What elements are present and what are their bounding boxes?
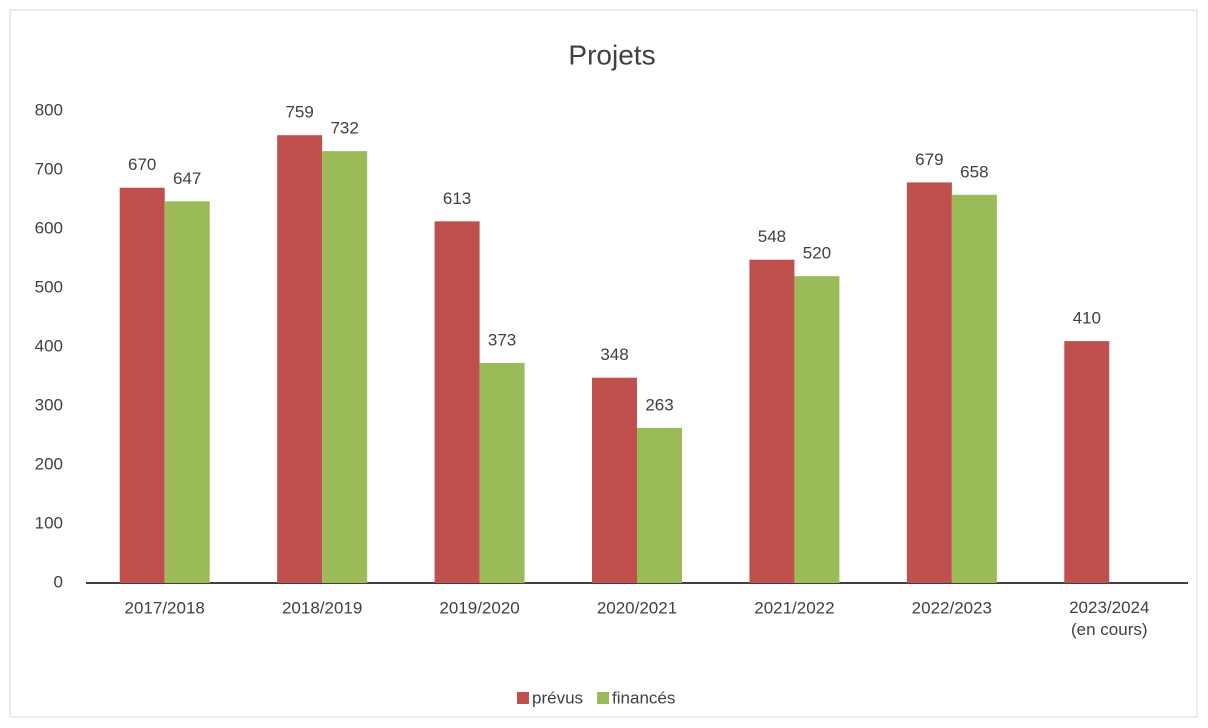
- y-tick-label: 0: [54, 572, 63, 591]
- y-tick-label: 700: [35, 159, 63, 178]
- y-tick-label: 100: [35, 513, 63, 532]
- bar: [479, 362, 525, 583]
- y-tick-label: 800: [35, 100, 63, 119]
- y-tick-label: 600: [35, 218, 63, 237]
- value-label: 373: [488, 330, 516, 349]
- bar: [592, 377, 637, 583]
- chart-title: Projets: [568, 39, 655, 70]
- bar: [1064, 341, 1110, 583]
- legend-swatch: [517, 692, 529, 704]
- bar: [434, 221, 480, 583]
- x-tick-label: 2022/2023: [912, 598, 992, 617]
- value-label: 548: [758, 227, 786, 246]
- value-label: 613: [443, 189, 471, 208]
- value-label: 759: [285, 103, 313, 122]
- legend-label: prévus: [532, 688, 583, 707]
- value-label: 520: [803, 244, 831, 263]
- x-tick-label: 2023/2024 (en cours): [1069, 598, 1149, 639]
- bar: [951, 194, 997, 583]
- y-tick-label: 400: [35, 336, 63, 355]
- value-label: 647: [173, 169, 201, 188]
- x-tick-label: 2021/2022: [754, 598, 834, 617]
- value-label: 670: [128, 155, 156, 174]
- y-tick-label: 300: [35, 395, 63, 414]
- bar: [749, 259, 795, 583]
- y-tick-label: 200: [35, 454, 63, 473]
- legend-swatch: [597, 692, 610, 704]
- x-tick-label: 2019/2020: [439, 598, 519, 617]
- value-label: 263: [645, 395, 673, 414]
- value-label: 679: [915, 150, 943, 169]
- x-tick-label: 2017/2018: [125, 598, 205, 617]
- bar: [277, 135, 323, 583]
- bar: [906, 182, 952, 583]
- bar: [164, 201, 210, 583]
- value-label: 658: [960, 162, 988, 181]
- x-tick-label: 2020/2021: [597, 598, 677, 617]
- value-label: 732: [330, 119, 358, 138]
- value-label: 410: [1073, 309, 1101, 328]
- x-tick-label: 2018/2019: [282, 598, 362, 617]
- legend-label: financés: [612, 688, 675, 707]
- y-tick-label: 500: [35, 277, 63, 296]
- bar: [637, 427, 682, 583]
- value-label: 348: [600, 345, 628, 364]
- bar: [794, 276, 840, 583]
- bar: [119, 187, 165, 583]
- bar: [322, 151, 368, 583]
